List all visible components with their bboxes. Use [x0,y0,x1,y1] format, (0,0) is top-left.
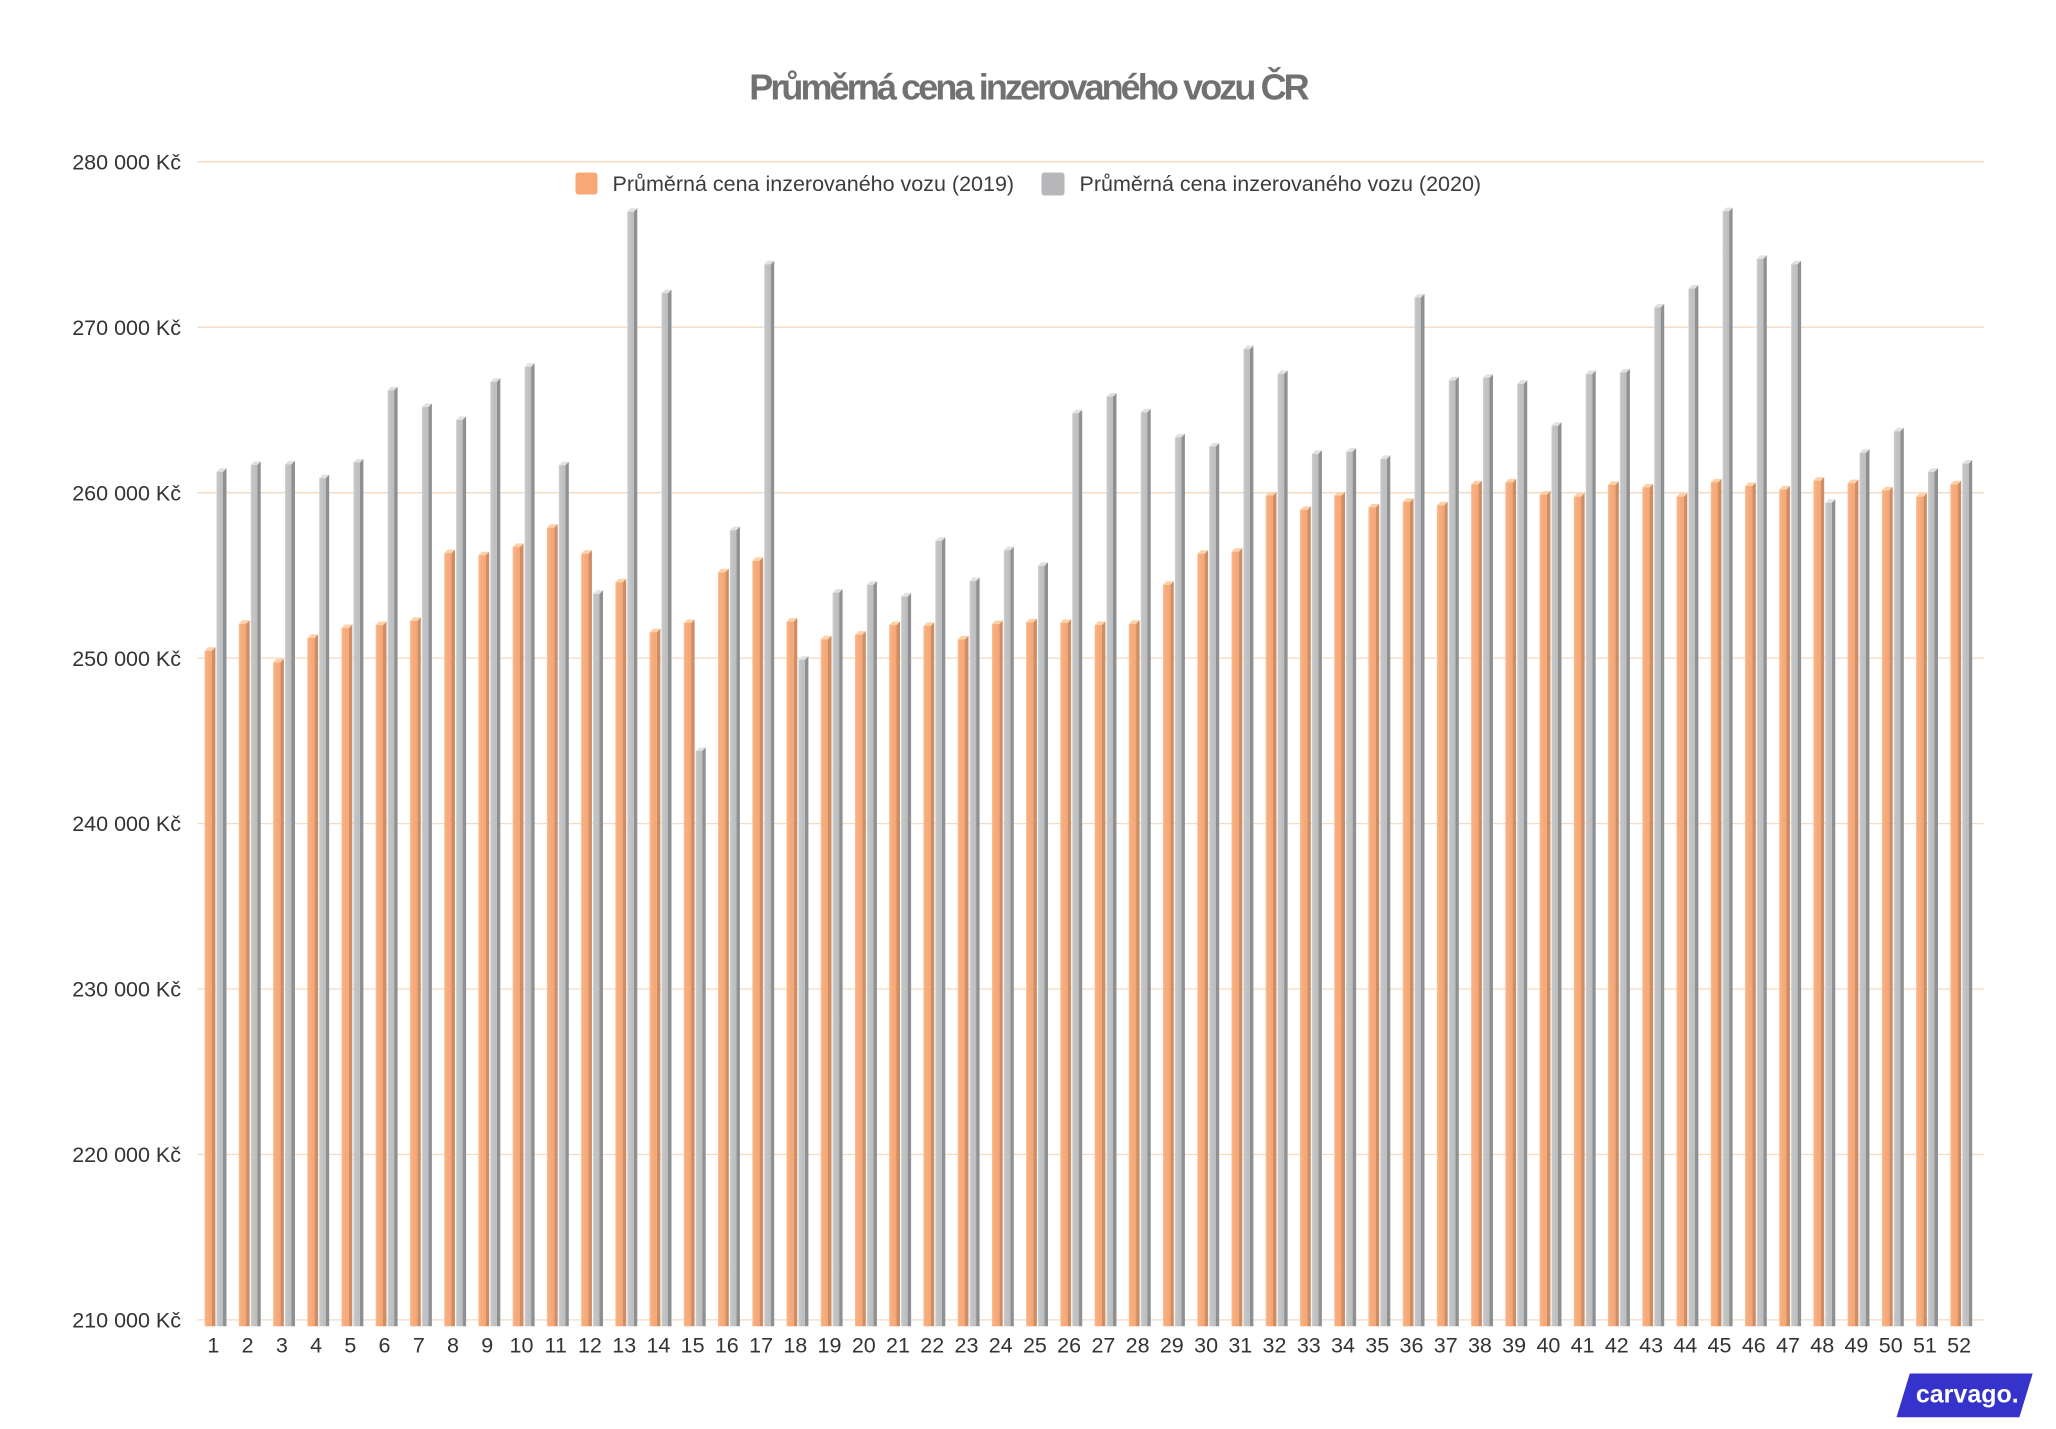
svg-text:46: 46 [1742,1333,1766,1357]
svg-text:49: 49 [1844,1333,1868,1357]
svg-text:6: 6 [379,1333,391,1357]
svg-text:carvago.: carvago. [1916,1381,2019,1409]
svg-text:18: 18 [783,1333,807,1357]
svg-text:17: 17 [749,1333,773,1357]
svg-text:9: 9 [481,1333,493,1357]
svg-text:250 000 Kč: 250 000 Kč [72,647,181,671]
svg-text:19: 19 [818,1333,842,1357]
svg-text:31: 31 [1228,1333,1252,1357]
svg-text:43: 43 [1639,1333,1663,1357]
svg-text:25: 25 [1023,1333,1047,1357]
svg-text:47: 47 [1776,1333,1800,1357]
svg-text:51: 51 [1913,1333,1937,1357]
svg-text:32: 32 [1263,1333,1287,1357]
svg-text:1: 1 [207,1333,219,1357]
svg-text:12: 12 [578,1333,602,1357]
svg-text:22: 22 [920,1333,944,1357]
svg-text:42: 42 [1605,1333,1629,1357]
svg-text:230 000 Kč: 230 000 Kč [72,978,181,1002]
svg-text:35: 35 [1365,1333,1389,1357]
svg-text:8: 8 [447,1333,459,1357]
svg-text:36: 36 [1400,1333,1424,1357]
svg-text:45: 45 [1708,1333,1732,1357]
svg-text:50: 50 [1879,1333,1903,1357]
svg-text:29: 29 [1160,1333,1184,1357]
svg-text:240 000 Kč: 240 000 Kč [72,812,181,836]
svg-text:26: 26 [1057,1333,1081,1357]
svg-text:24: 24 [989,1333,1013,1357]
svg-text:23: 23 [955,1333,979,1357]
svg-text:44: 44 [1673,1333,1697,1357]
svg-text:40: 40 [1536,1333,1560,1357]
svg-text:41: 41 [1571,1333,1595,1357]
svg-text:Průměrná cena inzerovaného voz: Průměrná cena inzerovaného vozu (2020) [1080,172,1482,196]
svg-text:20: 20 [852,1333,876,1357]
svg-text:210 000 Kč: 210 000 Kč [72,1309,181,1333]
svg-text:21: 21 [886,1333,910,1357]
svg-text:11: 11 [545,1333,567,1357]
svg-text:220 000 Kč: 220 000 Kč [72,1143,181,1167]
svg-text:15: 15 [681,1333,705,1357]
svg-text:7: 7 [413,1333,425,1357]
svg-text:28: 28 [1126,1333,1150,1357]
svg-text:5: 5 [344,1333,356,1357]
svg-text:48: 48 [1810,1333,1834,1357]
svg-text:4: 4 [310,1333,322,1357]
svg-text:3: 3 [276,1333,288,1357]
svg-text:38: 38 [1468,1333,1492,1357]
svg-text:Průměrná cena inzerovaného voz: Průměrná cena inzerovaného vozu (2019) [613,172,1015,196]
svg-text:52: 52 [1947,1333,1971,1357]
svg-text:14: 14 [646,1333,670,1357]
svg-text:280 000 Kč: 280 000 Kč [72,150,181,174]
svg-text:260 000 Kč: 260 000 Kč [72,481,181,505]
svg-text:13: 13 [612,1333,636,1357]
svg-text:27: 27 [1091,1333,1115,1357]
svg-text:2: 2 [242,1333,254,1357]
svg-text:16: 16 [715,1333,739,1357]
svg-text:Průměrná cena inzerovaného voz: Průměrná cena inzerovaného vozu ČR [749,66,1309,108]
svg-text:37: 37 [1434,1333,1458,1357]
svg-text:33: 33 [1297,1333,1321,1357]
svg-text:10: 10 [510,1333,534,1357]
svg-text:34: 34 [1331,1333,1355,1357]
svg-text:39: 39 [1502,1333,1526,1357]
svg-text:270 000 Kč: 270 000 Kč [72,316,181,340]
svg-text:30: 30 [1194,1333,1218,1357]
